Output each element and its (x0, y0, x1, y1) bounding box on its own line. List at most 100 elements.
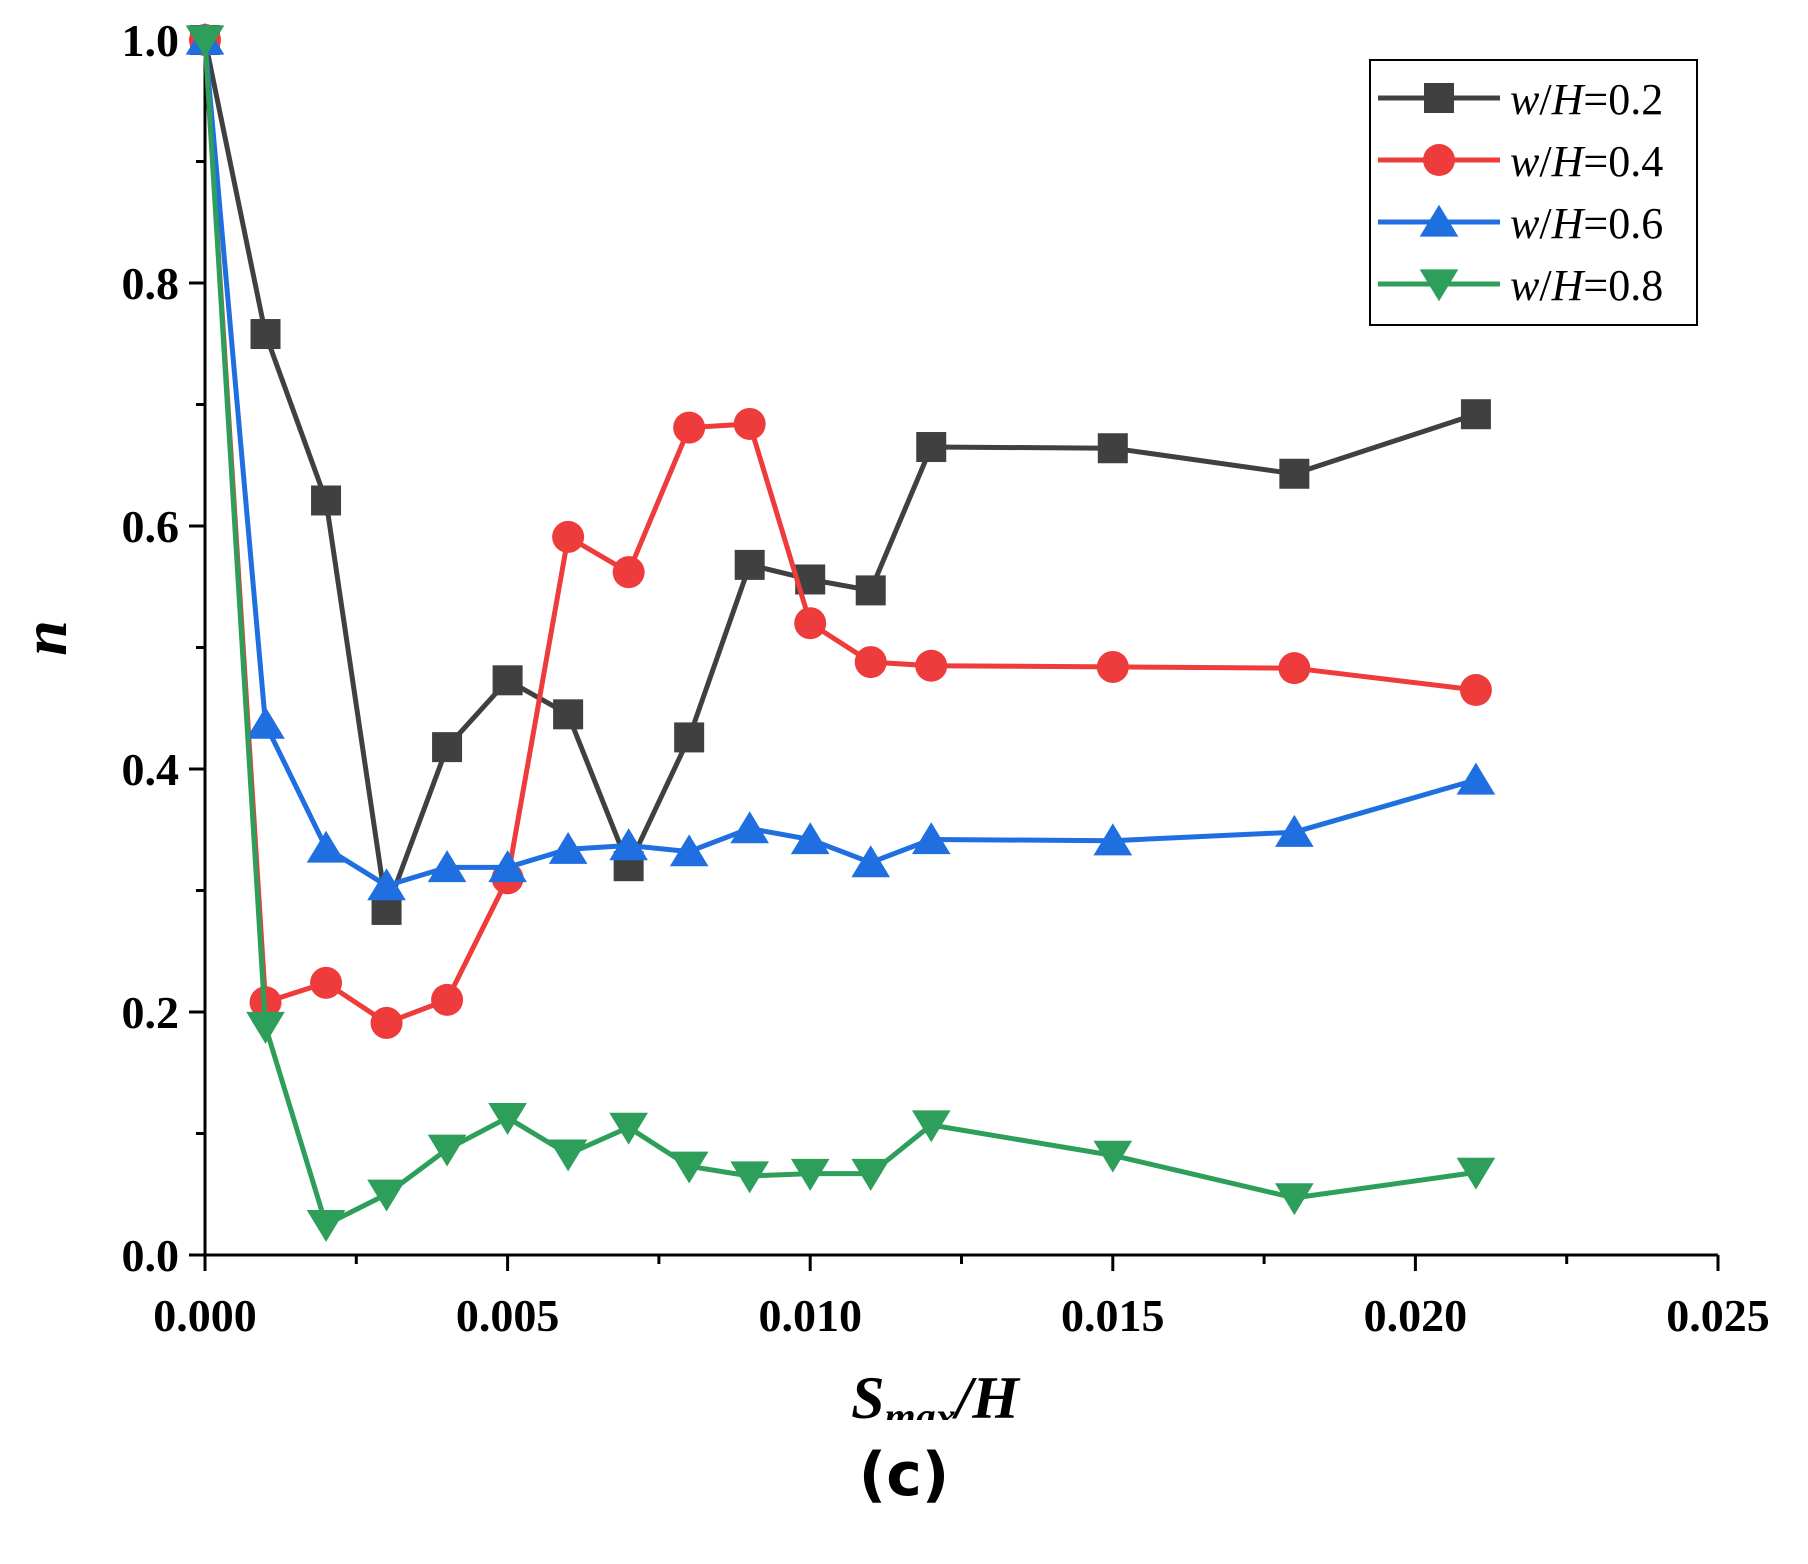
series-line (202, 39, 1477, 913)
data-point-marker (915, 649, 948, 682)
legend-label-part: w (1510, 199, 1540, 248)
data-point-marker (492, 665, 523, 696)
data-point-marker (1279, 458, 1310, 489)
data-point-marker (1096, 650, 1129, 683)
legend-label-part: H (1551, 75, 1586, 124)
series-line (202, 39, 1477, 1228)
legend-label-part: =0.8 (1583, 261, 1663, 310)
series-line (202, 39, 1477, 889)
legend-label: w/H=0.8 (1510, 261, 1663, 310)
data-point-marker (609, 1112, 648, 1145)
x-axis-title-main: S (851, 1365, 884, 1420)
x-tick-label: 0.020 (1364, 1290, 1468, 1341)
x-tick-label: 0.000 (153, 1290, 257, 1341)
legend-label-part: =0.2 (1583, 75, 1663, 124)
data-point-marker (431, 983, 464, 1016)
data-point-marker (311, 485, 342, 516)
data-point-marker (1097, 433, 1128, 464)
x-tick-label: 0.015 (1061, 1290, 1165, 1341)
data-point-marker (911, 822, 951, 855)
x-axis-title: Smax/H (851, 1365, 1021, 1420)
series-line (202, 39, 1477, 1026)
data-point-marker (854, 646, 887, 679)
data-point-marker (427, 850, 467, 883)
data-point-marker (669, 834, 709, 867)
x-tick-label: 0.005 (456, 1290, 560, 1341)
data-point-marker (548, 1139, 588, 1172)
data-point-marker (250, 319, 281, 350)
x-axis-title-rest: /H (952, 1365, 1022, 1420)
legend-label: w/H=0.6 (1510, 199, 1663, 248)
data-point-marker (855, 575, 886, 606)
legend-label-part: w (1510, 137, 1540, 186)
data-point-marker (552, 520, 585, 553)
data-point-marker (1456, 762, 1496, 795)
data-point-marker (790, 1158, 830, 1191)
legend-item: w/H=0.4 (1378, 137, 1663, 186)
data-point-marker (730, 811, 769, 844)
y-tick-label: 0.2 (122, 987, 180, 1038)
data-point-marker (553, 699, 584, 730)
legend-marker (1424, 83, 1454, 113)
data-point-marker (310, 966, 343, 999)
data-point-marker (488, 850, 527, 883)
legend-item: w/H=0.6 (1378, 199, 1663, 248)
legend-marker (1419, 269, 1459, 302)
data-point-marker (1459, 674, 1492, 707)
series-3 (185, 22, 1496, 901)
data-point-marker (306, 1209, 346, 1242)
legend-label: w/H=0.4 (1510, 137, 1663, 186)
data-point-marker (246, 706, 285, 739)
legend-label-part: / (1539, 137, 1552, 186)
data-point-marker (1278, 652, 1311, 685)
series-1 (190, 25, 1491, 925)
legend-label-part: =0.4 (1583, 137, 1663, 186)
data-point-marker (794, 607, 827, 640)
data-point-marker (612, 556, 645, 589)
y-axis-title: n (9, 620, 80, 656)
legend-item: w/H=0.2 (1378, 75, 1663, 124)
y-tick-label: 0.6 (122, 501, 180, 552)
legend-label-part: =0.6 (1583, 199, 1663, 248)
data-point-marker (669, 1151, 709, 1184)
legend-label: w/H=0.2 (1510, 75, 1663, 124)
legend-marker (1419, 204, 1459, 237)
data-point-marker (673, 411, 706, 444)
y-tick-label: 1.0 (122, 15, 180, 66)
axes: 0.000 0.005 0.010 0.015 0.020 0.025 0.0 0.2 0.4 0… (122, 15, 1770, 1341)
data-point-marker (488, 1103, 527, 1135)
legend-label-part: w (1510, 261, 1540, 310)
data-point-marker (432, 732, 463, 763)
data-point-marker (911, 1110, 951, 1143)
data-point-marker (851, 845, 891, 878)
legend-label-part: H (1551, 137, 1586, 186)
legend-item: w/H=0.8 (1378, 261, 1663, 310)
legend-marker (1423, 144, 1455, 176)
legend-label-part: / (1539, 199, 1552, 248)
y-tick-label: 0.8 (122, 258, 180, 309)
data-point-marker (674, 722, 705, 753)
data-point-marker (790, 822, 830, 855)
data-point-marker (851, 1158, 891, 1191)
series-4 (185, 25, 1496, 1242)
data-point-marker (370, 1006, 403, 1039)
legend-label-part: w (1510, 75, 1540, 124)
x-axis-title-subscript: max (884, 1394, 955, 1420)
data-point-marker (306, 830, 346, 863)
data-point-marker (1093, 1140, 1133, 1173)
data-point-marker (367, 1179, 406, 1212)
panel-label: (c) (858, 1440, 950, 1510)
data-point-marker (427, 1134, 467, 1167)
data-point-marker (367, 868, 406, 901)
x-tick-label: 0.010 (758, 1290, 862, 1341)
data-point-marker (246, 1011, 285, 1044)
y-tick-label: 0.0 (122, 1230, 180, 1281)
legend-label-part: / (1539, 75, 1552, 124)
data-point-marker (1093, 823, 1133, 856)
series-layer (185, 22, 1496, 1242)
legend-label-part: H (1551, 199, 1586, 248)
x-tick-label: 0.025 (1666, 1290, 1770, 1341)
data-point-marker (185, 25, 225, 58)
legend-label-part: H (1551, 261, 1586, 310)
data-point-marker (1460, 399, 1491, 430)
